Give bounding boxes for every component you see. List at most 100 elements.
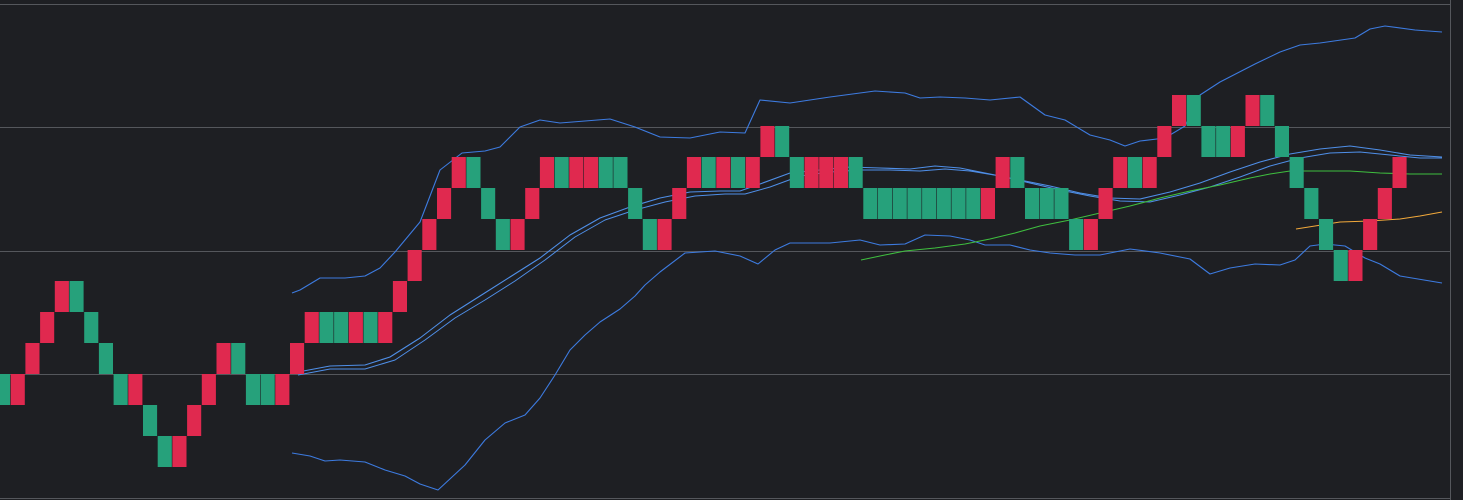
renko-brick-down: [40, 312, 55, 343]
renko-brick-up: [628, 188, 643, 219]
moving-average-green-line: [860, 170, 1442, 261]
bollinger-upper-line: [291, 25, 1443, 294]
renko-bricks: [0, 95, 1407, 467]
renko-brick-down: [584, 157, 599, 188]
renko-brick-up: [642, 219, 657, 250]
renko-brick-up: [1333, 250, 1348, 281]
renko-brick-up: [613, 157, 628, 188]
renko-brick-down: [216, 343, 231, 374]
renko-brick-down: [407, 250, 422, 281]
renko-brick-up: [495, 219, 510, 250]
renko-brick-up: [157, 436, 172, 467]
basis-secondary-line: [297, 151, 1442, 376]
renko-brick-up: [1054, 188, 1069, 219]
bollinger-basis-line: [297, 145, 1443, 373]
renko-brick-down: [1363, 219, 1378, 250]
renko-brick-down: [569, 157, 584, 188]
renko-brick-down: [378, 312, 393, 343]
renko-brick-down: [657, 219, 672, 250]
renko-brick-up: [334, 312, 349, 343]
renko-brick-down: [1098, 188, 1113, 219]
renko-brick-down: [348, 312, 363, 343]
renko-brick-down: [510, 219, 525, 250]
renko-brick-up: [907, 188, 922, 219]
renko-brick-down: [201, 374, 216, 405]
renko-brick-up: [1260, 95, 1275, 126]
renko-brick-up: [1069, 219, 1084, 250]
renko-brick-up: [1010, 157, 1025, 188]
renko-brick-down: [10, 374, 25, 405]
renko-brick-down: [451, 157, 466, 188]
renko-brick-up: [951, 188, 966, 219]
renko-brick-up: [466, 157, 481, 188]
renko-brick-down: [745, 157, 760, 188]
renko-brick-up: [113, 374, 128, 405]
renko-brick-down: [672, 188, 687, 219]
renko-brick-up: [69, 281, 84, 312]
renko-brick-up: [1274, 126, 1289, 157]
renko-brick-down: [275, 374, 290, 405]
renko-brick-up: [1186, 95, 1201, 126]
renko-brick-down: [422, 219, 437, 250]
renko-brick-up: [245, 374, 260, 405]
renko-brick-up: [319, 312, 334, 343]
renko-brick-up: [789, 157, 804, 188]
renko-brick-down: [819, 157, 834, 188]
indicator-lines: [291, 25, 1443, 491]
bollinger-lower-line: [291, 234, 1443, 491]
renko-brick-up: [143, 405, 158, 436]
renko-brick-down: [1113, 157, 1128, 188]
renko-brick-up: [1039, 188, 1054, 219]
renko-brick-down: [804, 157, 819, 188]
renko-brick-up: [701, 157, 716, 188]
renko-brick-down: [760, 126, 775, 157]
renko-brick-up: [1025, 188, 1040, 219]
renko-brick-up: [231, 343, 246, 374]
renko-brick-down: [1348, 250, 1363, 281]
renko-brick-up: [1201, 126, 1216, 157]
renko-brick-down: [1392, 157, 1407, 188]
renko-brick-up: [98, 343, 113, 374]
renko-brick-down: [1230, 126, 1245, 157]
renko-brick-up: [363, 312, 378, 343]
renko-brick-up: [554, 157, 569, 188]
renko-brick-up: [598, 157, 613, 188]
renko-brick-down: [539, 157, 554, 188]
renko-brick-down: [833, 157, 848, 188]
renko-brick-up: [1289, 157, 1304, 188]
renko-brick-down: [1157, 126, 1172, 157]
renko-brick-down: [1172, 95, 1187, 126]
renko-brick-up: [966, 188, 981, 219]
renko-brick-down: [25, 343, 40, 374]
renko-brick-down: [172, 436, 187, 467]
renko-brick-up: [84, 312, 99, 343]
renko-brick-down: [1377, 188, 1392, 219]
renko-brick-down: [392, 281, 407, 312]
renko-brick-up: [1216, 126, 1231, 157]
renko-brick-up: [922, 188, 937, 219]
renko-brick-up: [878, 188, 893, 219]
renko-brick-up: [863, 188, 878, 219]
renko-brick-up: [1127, 157, 1142, 188]
renko-brick-down: [437, 188, 452, 219]
renko-brick-down: [1083, 219, 1098, 250]
renko-brick-up: [1319, 219, 1334, 250]
renko-brick-down: [686, 157, 701, 188]
renko-brick-down: [128, 374, 143, 405]
renko-brick-down: [980, 188, 995, 219]
renko-brick-up: [731, 157, 746, 188]
renko-brick-down: [716, 157, 731, 188]
renko-brick-down: [54, 281, 69, 312]
renko-brick-up: [0, 374, 11, 405]
renko-brick-down: [1245, 95, 1260, 126]
renko-brick-down: [304, 312, 319, 343]
renko-brick-up: [775, 126, 790, 157]
renko-brick-down: [290, 343, 305, 374]
renko-brick-up: [892, 188, 907, 219]
renko-brick-down: [187, 405, 202, 436]
renko-brick-down: [525, 188, 540, 219]
